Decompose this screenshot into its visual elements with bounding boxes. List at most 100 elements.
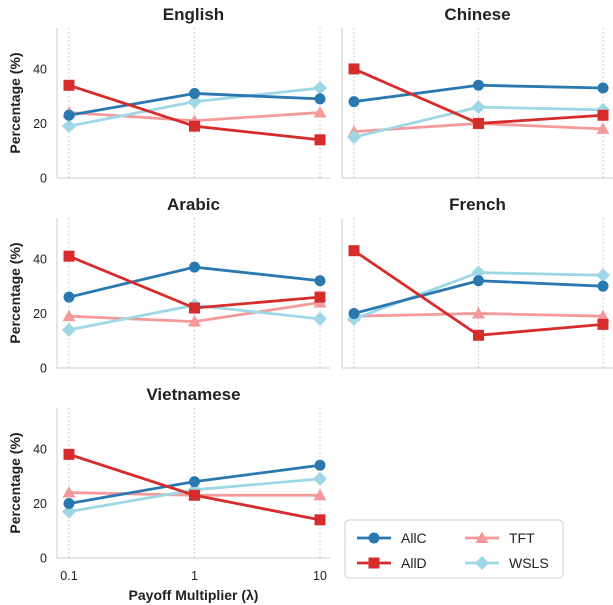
data-point-allc (63, 109, 75, 121)
y-tick-label: 0 (40, 362, 47, 376)
legend-label: AllC (401, 530, 427, 546)
panel-title: Vietnamese (146, 385, 240, 404)
data-point-alld (314, 291, 326, 303)
legend-item-tft: TFT (465, 530, 535, 546)
series-allc (63, 87, 326, 121)
legend-item-wsls: WSLS (465, 555, 549, 571)
data-point-alld (473, 329, 484, 341)
y-tick-label: 20 (33, 117, 47, 131)
data-point-wsls (471, 265, 486, 280)
panel-chinese: Chinese (341, 5, 613, 179)
data-point-tft (62, 309, 76, 322)
series-allc (348, 275, 609, 319)
data-point-allc (189, 87, 200, 99)
y-tick-label: 0 (40, 552, 47, 566)
y-axis-label: Percentage (%) (7, 432, 23, 533)
panel-english: English 0 20 40 Percentage (%) (7, 5, 330, 186)
data-point-wsls (313, 81, 327, 95)
data-point-alld (348, 245, 360, 257)
data-point-wsls (596, 268, 610, 283)
data-point-alld (314, 514, 326, 526)
data-point-allc (63, 497, 75, 509)
data-point-tft (472, 306, 485, 319)
data-point-tft (62, 486, 76, 498)
panel-vietnamese: Vietnamese 0 20 40 Percentage (%) 0.1 1 10 Payof… (7, 385, 330, 603)
data-point-wsls (187, 94, 202, 109)
data-point-wsls (62, 504, 76, 519)
legend-marker-alld (368, 557, 380, 569)
data-point-alld (597, 109, 609, 121)
panel-title: French (449, 195, 506, 214)
data-point-alld (189, 302, 200, 314)
data-point-alld (189, 120, 200, 132)
data-point-alld (63, 250, 75, 262)
x-axis-label: Payoff Multiplier (λ) (129, 587, 259, 603)
legend-marker-tft (475, 531, 489, 543)
legend-marker-allc (368, 532, 380, 544)
legend-marker-wsls (475, 556, 489, 570)
series-allc (63, 459, 326, 509)
panel-title: English (163, 5, 224, 24)
panel-french: French (341, 195, 613, 369)
data-point-alld (348, 63, 360, 75)
data-point-alld (597, 318, 609, 330)
data-point-alld (63, 79, 75, 91)
data-point-tft (313, 106, 327, 118)
y-tick-label: 40 (33, 62, 47, 76)
y-axis-label: Percentage (%) (7, 52, 23, 153)
x-tick-label: 1 (191, 569, 198, 583)
data-point-allc (314, 93, 326, 105)
data-point-tft (188, 315, 201, 327)
series-allc (63, 261, 326, 303)
data-point-allc (314, 459, 326, 471)
data-point-alld (63, 448, 75, 460)
y-tick-label: 0 (40, 172, 47, 186)
data-point-allc (189, 476, 200, 488)
data-point-allc (63, 291, 75, 303)
data-point-wsls (471, 100, 486, 115)
legend-label: TFT (509, 530, 535, 546)
data-point-wsls (347, 130, 361, 145)
data-point-allc (314, 275, 326, 287)
data-point-tft (313, 488, 327, 501)
data-point-allc (597, 82, 609, 94)
data-point-alld (314, 134, 326, 146)
legend: AllC AllD TFT WSLS (344, 519, 564, 579)
y-axis-label: Percentage (%) (7, 242, 23, 343)
series-alld (63, 250, 326, 314)
data-point-allc (473, 79, 484, 91)
data-point-tft (596, 309, 610, 322)
y-tick-label: 20 (33, 497, 47, 511)
series-alld (348, 63, 609, 129)
data-point-wsls (62, 322, 76, 337)
panel-title: Chinese (444, 5, 510, 24)
data-point-allc (473, 275, 484, 287)
data-point-allc (348, 96, 360, 108)
legend-label: AllD (401, 555, 427, 571)
data-point-alld (189, 489, 200, 501)
x-tick-label: 10 (313, 569, 327, 583)
series-wsls (62, 81, 327, 134)
data-point-alld (473, 117, 484, 129)
series-alld (63, 448, 326, 526)
series-alld (63, 79, 326, 146)
data-point-tft (596, 122, 610, 134)
data-point-wsls (62, 119, 76, 134)
legend-label: WSLS (509, 555, 549, 571)
panel-title: Arabic (167, 195, 220, 214)
y-tick-label: 20 (33, 307, 47, 321)
data-point-allc (348, 307, 360, 319)
x-tick-label: 0.1 (60, 569, 77, 583)
legend-box (344, 519, 564, 579)
legend-item-alld: AllD (357, 555, 427, 571)
series-allc (348, 79, 609, 108)
legend-item-allc: AllC (357, 530, 427, 546)
panel-arabic: Arabic 0 20 40 Percentage (%) (7, 195, 330, 376)
data-point-allc (189, 261, 200, 273)
y-tick-label: 40 (33, 252, 47, 266)
series-alld (348, 245, 609, 341)
data-point-wsls (313, 311, 327, 326)
data-point-wsls (313, 471, 327, 486)
data-point-allc (597, 280, 609, 292)
